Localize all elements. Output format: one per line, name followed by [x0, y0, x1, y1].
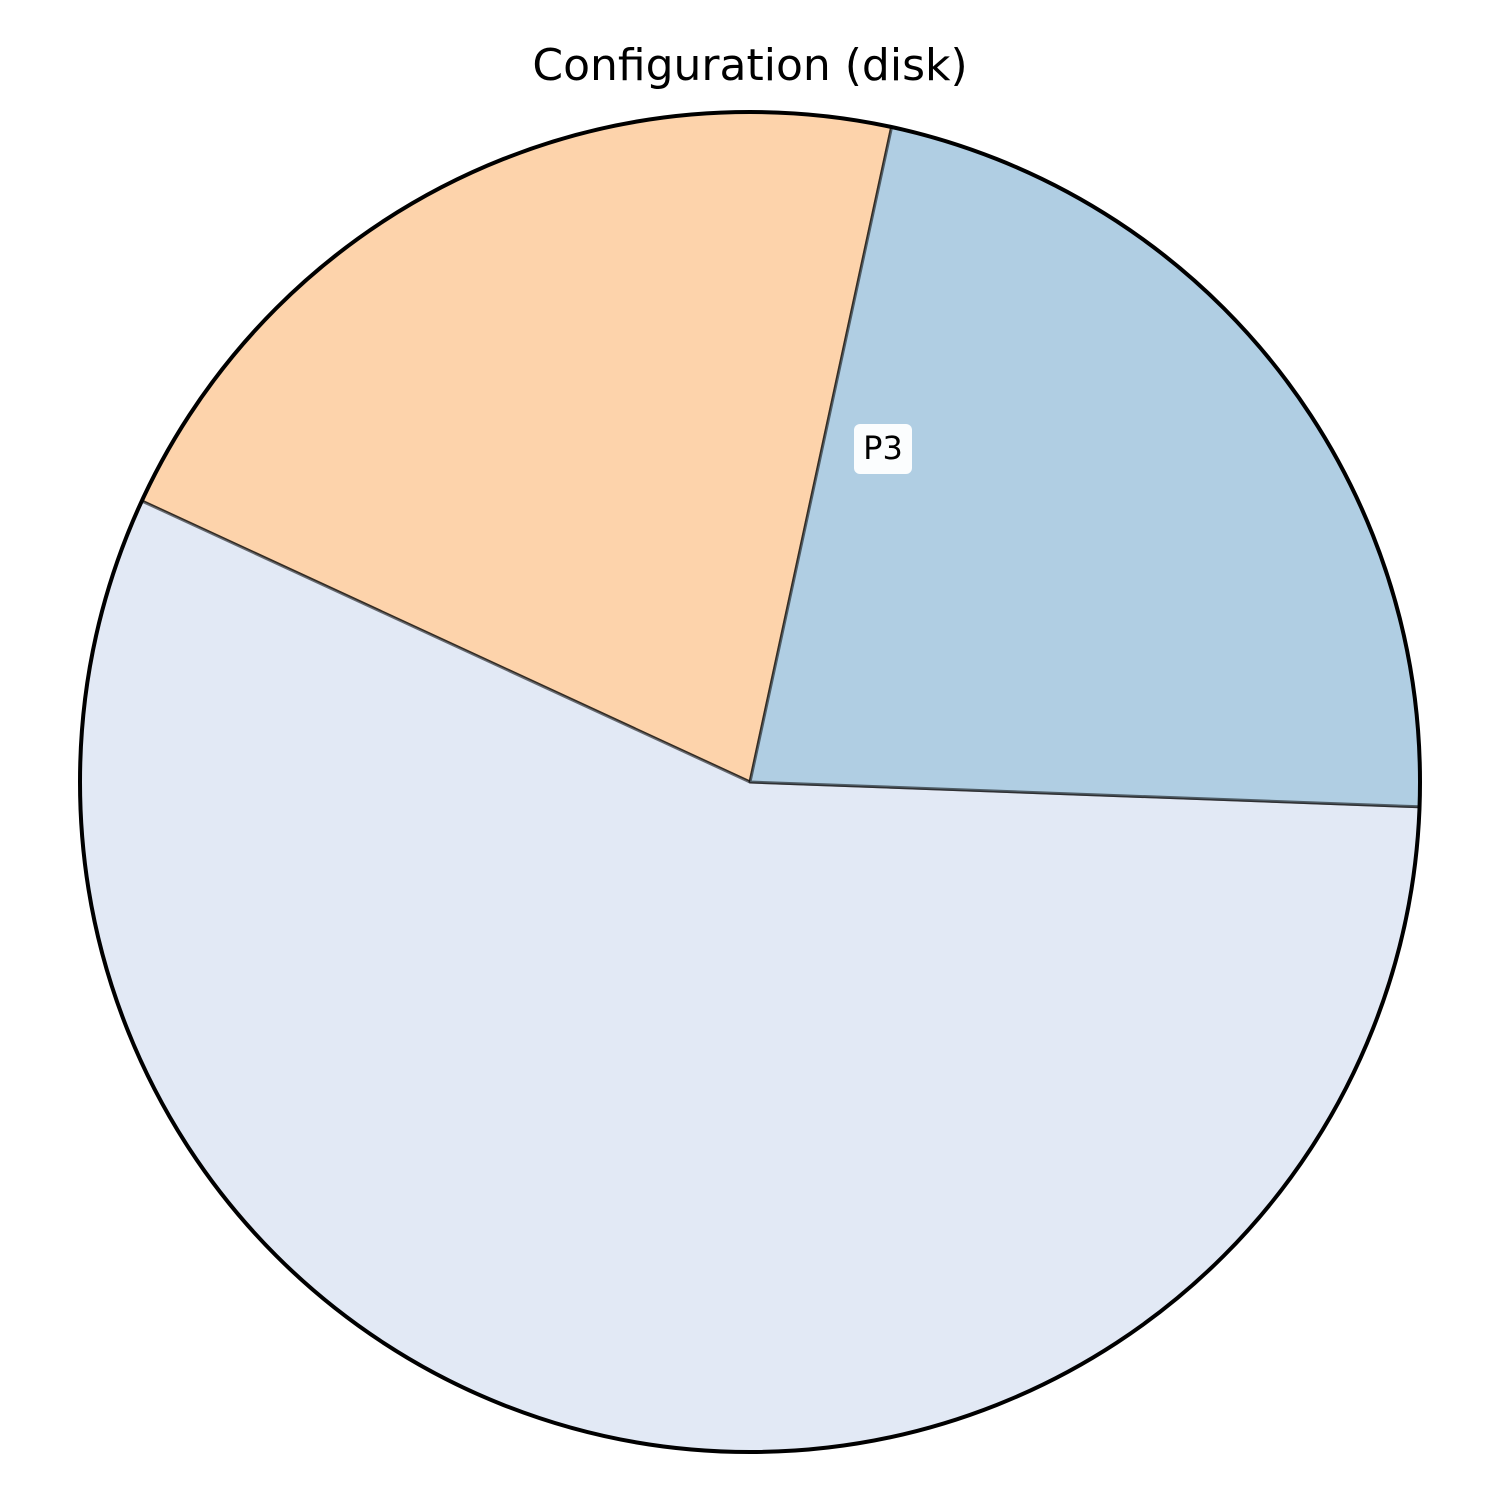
- pie-slices: [78, 110, 1422, 1454]
- slice-label-text: P3: [863, 429, 903, 467]
- pie-slice-label-2: P3: [854, 424, 912, 474]
- pie-outline: [78, 110, 1422, 1454]
- pie-labels: P3: [854, 424, 912, 474]
- label-box: [854, 424, 912, 474]
- chart-title: Configuration (disk): [532, 40, 968, 91]
